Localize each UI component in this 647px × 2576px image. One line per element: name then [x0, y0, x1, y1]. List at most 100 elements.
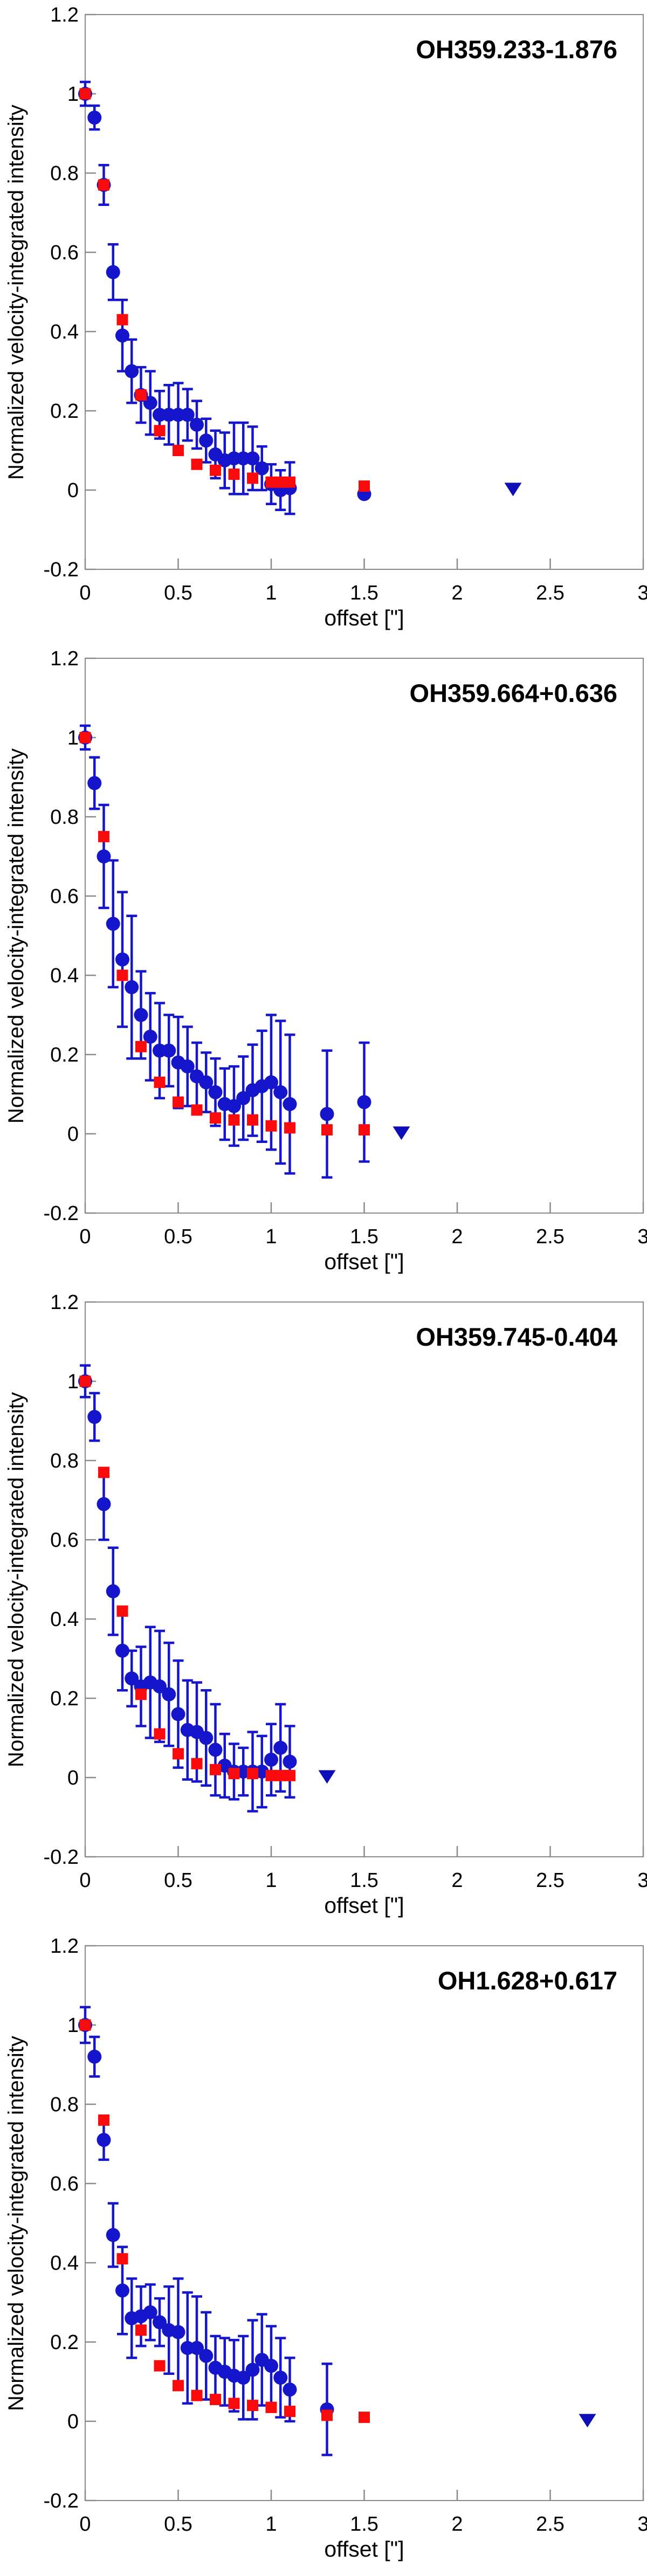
y-tick-label: 0.8 [50, 2093, 79, 2116]
data-point-red-square [247, 1114, 258, 1126]
data-point-red-square [191, 1758, 203, 1769]
y-tick-label: 0.6 [50, 1529, 79, 1552]
data-point-red-square [116, 2253, 128, 2265]
data-point-red-square [79, 2019, 91, 2031]
upper-limit-triangle [579, 2414, 596, 2428]
upper-limit-triangle [318, 1770, 336, 1784]
upper-limit-triangle [504, 483, 522, 497]
data-point-red-square [228, 2398, 240, 2409]
data-point-red-square [116, 1605, 128, 1617]
x-tick-label: 1.5 [350, 1869, 378, 1892]
data-point-blue-circle [171, 1707, 185, 1721]
chart-title: OH359.233-1.876 [416, 35, 617, 64]
data-point-blue-circle [283, 2382, 297, 2397]
data-point-blue-circle [87, 111, 102, 125]
data-point-red-square [191, 1104, 203, 1116]
data-point-blue-circle [357, 1095, 371, 1110]
data-point-red-square [210, 1112, 221, 1124]
data-point-blue-circle [264, 2359, 278, 2373]
data-point-blue-circle [153, 1679, 167, 1693]
data-point-blue-circle [153, 2315, 167, 2330]
data-point-red-square [79, 88, 91, 100]
y-tick-label: 0.6 [50, 242, 79, 264]
data-point-blue-circle [264, 1752, 278, 1767]
chart-panel-oh359-664: 0 0.5 1 1.5 2 2.5 3 -0.2 0 0.2 0.4 0.6 0.8 1 1.2 OH359… [0, 644, 647, 1287]
y-tick-label: 1.2 [50, 4, 79, 26]
x-tick-label: 3 [637, 2513, 647, 2536]
y-axis-label: Normalized velocity-integrated intensity [4, 748, 28, 1124]
scatter-plot: 0 0.5 1 1.5 2 2.5 3-0.200.20.40.60.811.2 [44, 1291, 647, 1892]
data-point-blue-circle [227, 1099, 241, 1113]
data-point-blue-circle [106, 265, 120, 279]
x-tick-label: 1.5 [350, 1225, 378, 1248]
x-tick-label: 0 [79, 2513, 91, 2536]
data-point-red-square [135, 389, 147, 401]
data-point-blue-circle [115, 2283, 129, 2298]
data-point-blue-circle [115, 328, 129, 343]
x-tick-label: 2.5 [536, 2513, 565, 2536]
plot-frame [85, 1301, 644, 1857]
data-point-red-square [135, 1041, 147, 1052]
data-point-blue-circle [180, 408, 195, 422]
y-tick-label: 0.4 [50, 2252, 79, 2275]
data-point-red-square [210, 464, 221, 476]
data-point-blue-circle [273, 2371, 288, 2385]
y-tick-label: 0.2 [50, 1044, 79, 1066]
data-point-blue-circle [273, 1740, 288, 1755]
data-point-blue-circle [190, 2341, 204, 2355]
x-tick-label: 0 [79, 582, 91, 604]
data-point-blue-circle [273, 1085, 288, 1099]
x-tick-label: 1 [265, 1869, 277, 1892]
data-point-blue-circle [115, 1643, 129, 1658]
chart-panel-oh1-628: 0 0.5 1 1.5 2 2.5 3 -0.2 0 0.2 0.4 0.6 0.8 1 1.2 OH1.6… [0, 1931, 647, 2575]
y-tick-label: 1.2 [50, 648, 79, 670]
data-point-blue-circle [115, 952, 129, 967]
data-point-blue-circle [97, 849, 111, 864]
y-tick-label: -0.2 [44, 1846, 79, 1869]
x-tick-label: 2 [451, 582, 463, 604]
data-point-red-square [173, 445, 184, 456]
data-point-blue-circle [208, 1742, 223, 1757]
data-point-blue-circle [199, 433, 214, 448]
data-point-blue-circle [97, 1497, 111, 1511]
data-point-red-square [228, 469, 240, 480]
y-tick-label: 1 [67, 2014, 79, 2037]
x-tick-label: 1.5 [350, 582, 378, 604]
data-point-red-square [247, 1768, 258, 1780]
data-point-blue-circle [97, 2133, 111, 2147]
x-tick-label: 3 [637, 582, 647, 604]
scatter-plot: 0 0.5 1 1.5 2 2.5 3-0.200.20.40.60.811.2 [44, 648, 647, 1248]
scatter-plot: 0 0.5 1 1.5 2 2.5 3-0.200.20.40.60.811.2 [44, 1935, 647, 2536]
y-tick-label: 1 [67, 1370, 79, 1393]
data-point-red-square [154, 2360, 166, 2372]
data-point-red-square [359, 2412, 370, 2423]
data-point-red-square [173, 1096, 184, 1108]
x-tick-label: 1 [265, 582, 277, 604]
y-tick-label: 0.2 [50, 400, 79, 423]
data-point-blue-circle [180, 1059, 195, 1074]
data-point-red-square [116, 969, 128, 981]
data-point-red-square [173, 2380, 184, 2392]
data-point-red-square [265, 1120, 277, 1132]
data-point-red-square [135, 2324, 147, 2336]
x-axis-label: offset ["] [324, 605, 404, 630]
data-point-red-square [284, 476, 295, 488]
data-point-blue-circle [106, 917, 120, 931]
data-point-red-square [359, 480, 370, 492]
data-point-blue-circle [283, 1754, 297, 1769]
chart-panel-oh359-745: 0 0.5 1 1.5 2 2.5 3 -0.2 0 0.2 0.4 0.6 0.8 1 1.2 OH359… [0, 1287, 647, 1931]
data-point-red-square [359, 1124, 370, 1136]
data-point-red-square [228, 1114, 240, 1126]
y-tick-label: 0.2 [50, 2331, 79, 2354]
data-point-blue-circle [208, 1085, 223, 1099]
y-tick-label: 0.8 [50, 1450, 79, 1472]
data-point-red-square [321, 1124, 333, 1136]
y-tick-label: 0 [67, 1123, 79, 1146]
data-point-blue-circle [125, 1671, 139, 1686]
x-tick-label: 1 [265, 2513, 277, 2536]
data-point-blue-circle [162, 1687, 176, 1702]
data-point-blue-circle [254, 461, 269, 476]
y-tick-label: 0 [67, 479, 79, 502]
y-tick-label: -0.2 [44, 2490, 79, 2512]
data-point-blue-circle [264, 1075, 278, 1090]
